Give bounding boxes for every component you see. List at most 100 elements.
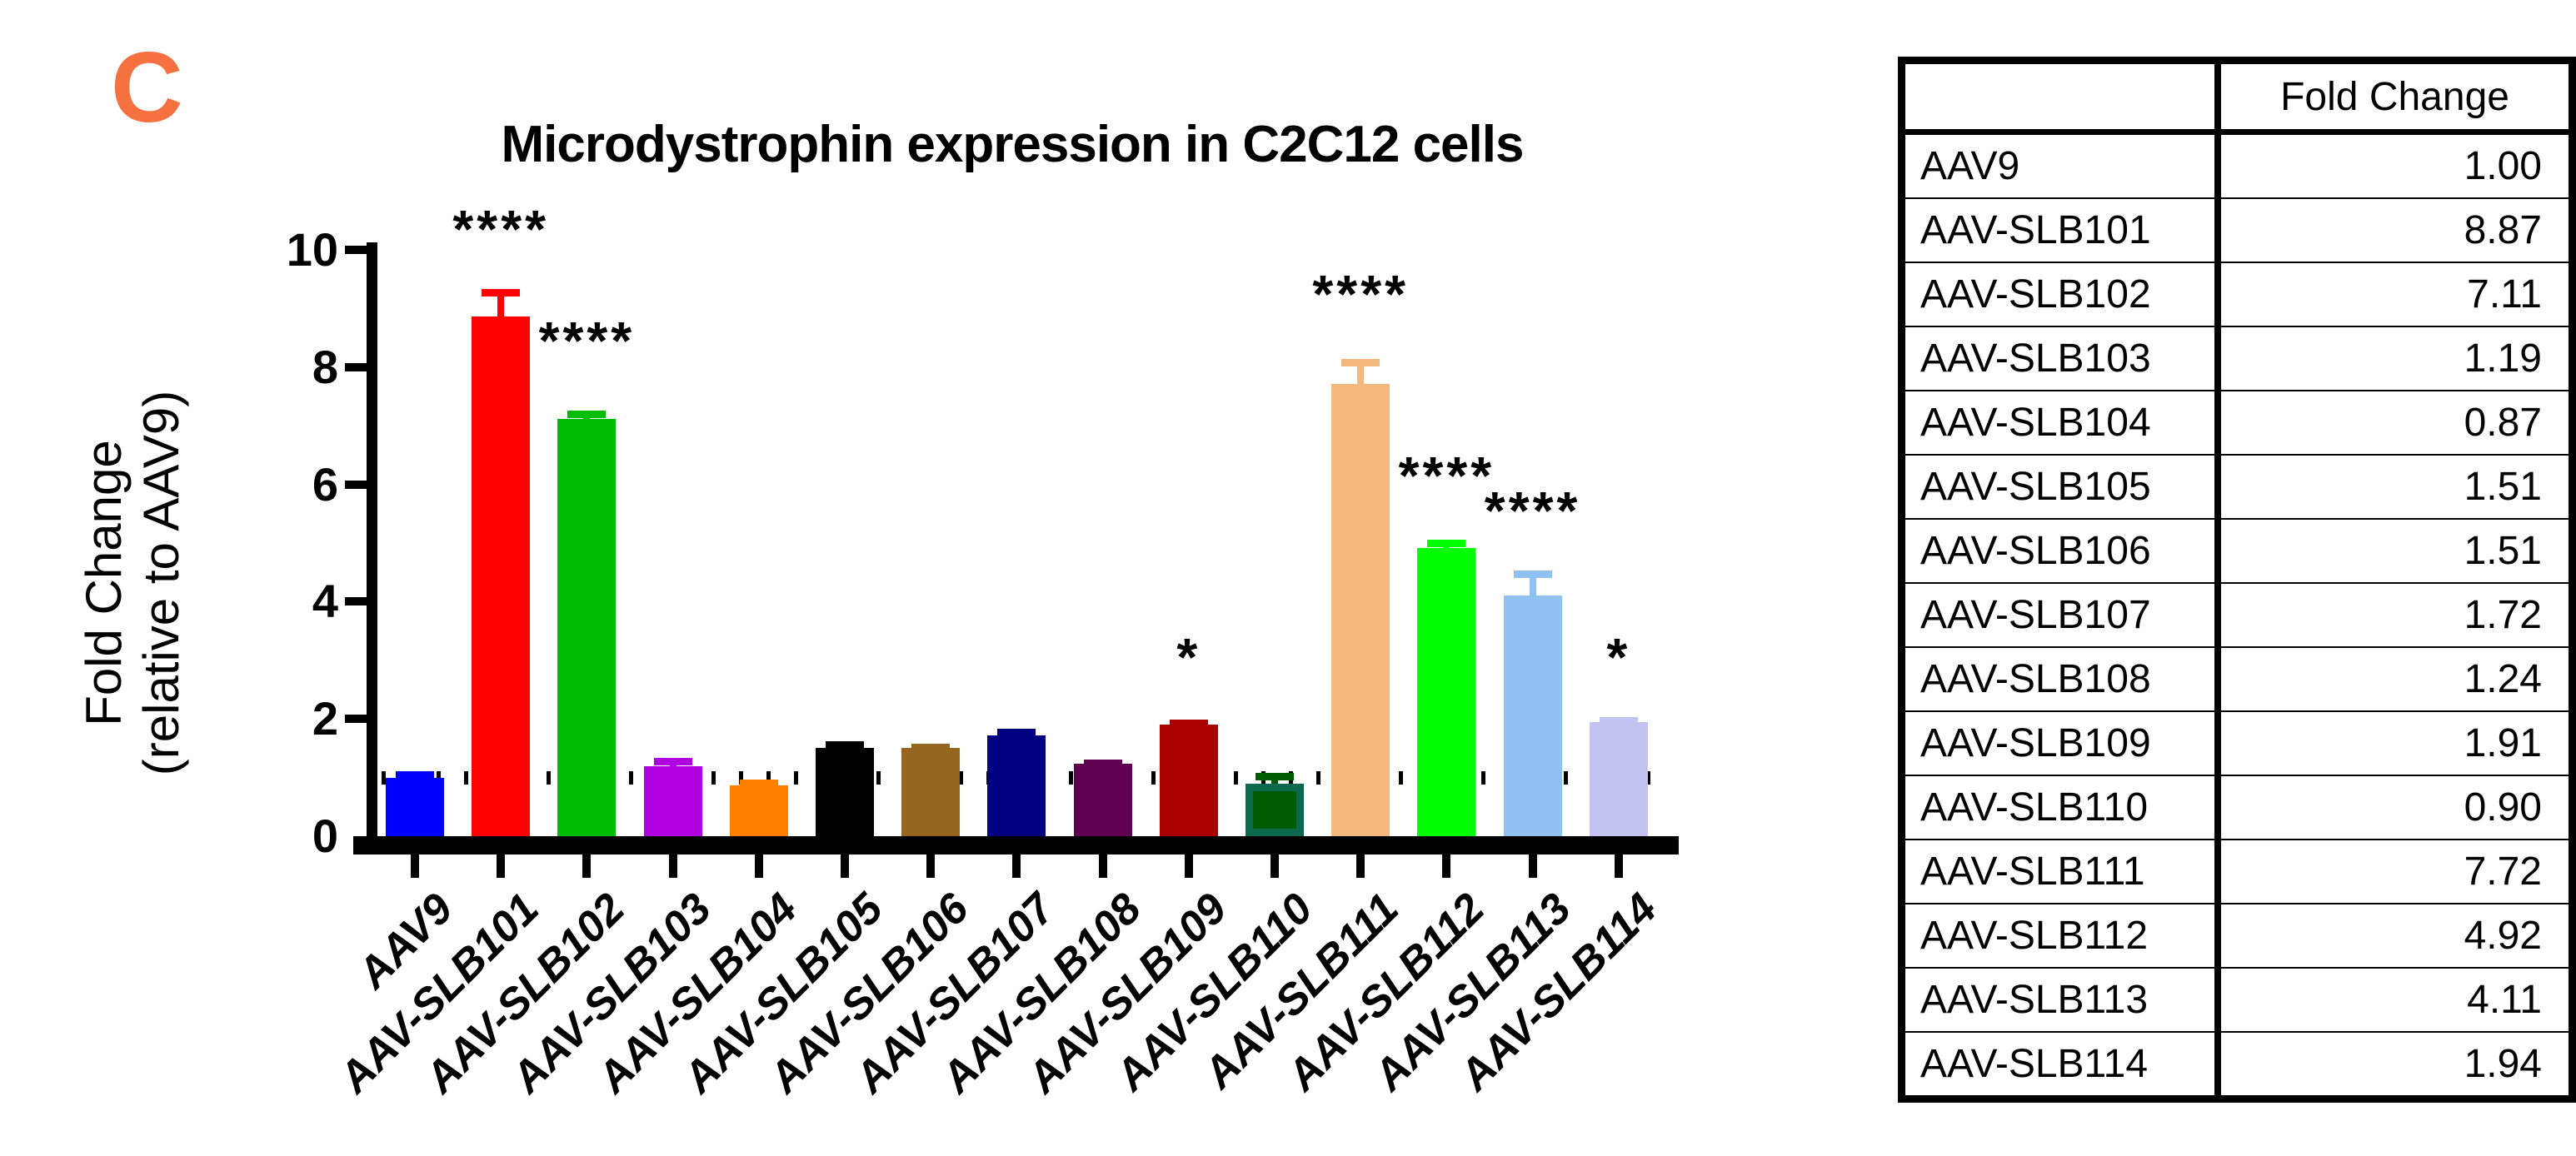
reference-line-dash (1564, 770, 1568, 785)
y-tick-2 (345, 715, 367, 724)
fold-change-table-header: Fold Change (1901, 60, 2573, 135)
reference-line-dash (1481, 770, 1485, 785)
x-tick-AAV-SLB101 (497, 855, 506, 878)
table-row-AAV-SLB106: AAV-SLB106 1.51 (1901, 518, 2573, 583)
error-bar-cap-AAV9 (396, 770, 434, 779)
reference-line-dash (711, 770, 716, 785)
table-cell-name: AAV-SLB104 (1901, 390, 2219, 455)
bar-AAV-SLB108 (1073, 764, 1132, 836)
table-cell-name: AAV-SLB114 (1901, 1031, 2219, 1099)
reference-line-dash (1646, 770, 1650, 785)
error-bar-cap-AAV-SLB105 (826, 741, 864, 750)
x-tick-AAV-SLB107 (1012, 855, 1021, 878)
x-tick-AAV-SLB104 (754, 855, 763, 878)
error-bar-stem-AAV-SLB101 (497, 289, 505, 316)
table-header-empty-cell (1901, 60, 2219, 135)
table-cell-name: AAV-SLB112 (1901, 903, 2219, 968)
x-tick-AAV-SLB103 (668, 855, 677, 878)
y-tick-label-0: 0 (312, 810, 338, 862)
table-header-fold-change: Fold Change (2214, 60, 2573, 135)
reference-line-dash (1151, 770, 1156, 785)
reference-line-dash (959, 770, 963, 785)
bar-AAV-SLB101 (472, 316, 531, 836)
table-cell-fold-change: 7.11 (2214, 262, 2573, 326)
error-bar-cap-AAV-SLB111 (1341, 359, 1380, 367)
table-row-AAV-SLB102: AAV-SLB102 7.11 (1901, 262, 2573, 326)
table-cell-name: AAV-SLB108 (1901, 646, 2219, 711)
y-tick-label-10: 10 (286, 223, 338, 276)
table-cell-fold-change: 0.90 (2214, 775, 2573, 840)
x-tick-AAV-SLB111 (1356, 855, 1365, 878)
table-cell-name: AAV-SLB110 (1901, 775, 2219, 840)
table-cell-name: AAV-SLB103 (1901, 326, 2219, 391)
table-row-AAV-SLB105: AAV-SLB105 1.51 (1901, 454, 2573, 519)
bar-AAV-SLB111 (1331, 384, 1390, 836)
y-tick-8 (345, 362, 367, 371)
x-tick-AAV-SLB110 (1271, 855, 1279, 878)
table-cell-fold-change: 0.87 (2214, 390, 2573, 455)
chart-title: Microdystrophin expression in C2C12 cell… (501, 116, 1525, 173)
significance-AAV-SLB102: **** (538, 310, 636, 371)
table-row-AAV-SLB101: AAV-SLB101 8.87 (1901, 197, 2573, 262)
y-tick-label-6: 6 (312, 457, 338, 511)
reference-line-dash (382, 770, 386, 785)
error-bar-cap-AAV-SLB107 (997, 728, 1036, 736)
table-row-AAV9: AAV9 1.00 (1902, 132, 2573, 198)
error-bar-cap-AAV-SLB109 (1169, 719, 1208, 727)
reference-line-dash (794, 770, 798, 785)
table-row-AAV-SLB107: AAV-SLB107 1.72 (1901, 582, 2573, 647)
bar-AAV-SLB114 (1589, 722, 1648, 836)
x-tick-AAV9 (411, 855, 419, 878)
reference-line-dash (1316, 770, 1320, 785)
x-tick-AAV-SLB112 (1442, 855, 1451, 878)
y-tick-label-8: 8 (312, 340, 338, 393)
table-cell-name: AAV-SLB106 (1901, 518, 2219, 583)
table-cell-name: AAV-SLB101 (1901, 197, 2219, 262)
panel-letter: C (111, 32, 183, 143)
significance-AAV-SLB112: **** (1398, 445, 1495, 506)
reference-line-dash (547, 770, 551, 785)
bar-AAV-SLB105 (816, 748, 874, 836)
bar-AAV-SLB112 (1417, 548, 1476, 836)
y-axis-title: Fold Change (relative to AAV9) (75, 250, 200, 916)
reference-line-dash (629, 770, 633, 785)
significance-AAV-SLB101: **** (452, 199, 549, 260)
error-bar-cap-AAV-SLB113 (1513, 571, 1552, 579)
bar-AAV-SLB104 (729, 785, 788, 836)
reference-line-dash (464, 770, 468, 785)
table-cell-fold-change: 1.24 (2214, 646, 2573, 711)
error-bar-cap-AAV-SLB114 (1599, 716, 1638, 725)
table-cell-fold-change: 4.92 (2214, 903, 2573, 968)
y-axis-line (367, 242, 377, 855)
table-cell-name: AAV-SLB107 (1901, 582, 2219, 647)
reference-line-dash (1234, 770, 1238, 785)
bar-AAV-SLB109 (1159, 725, 1218, 836)
x-tick-AAV-SLB113 (1528, 855, 1537, 878)
x-tick-AAV-SLB106 (926, 855, 936, 878)
y-axis-title-line2: (relative to AAV9) (133, 390, 189, 776)
table-row-AAV-SLB111: AAV-SLB111 7.72 (1901, 839, 2573, 904)
table-row-AAV-SLB104: AAV-SLB104 0.87 (1901, 390, 2573, 455)
error-bar-stem-AAV-SLB113 (1529, 571, 1536, 596)
table-cell-name: AAV-SLB113 (1901, 967, 2219, 1032)
table-row-AAV-SLB110: AAV-SLB110 0.90 (1901, 775, 2573, 840)
x-axis-line (353, 836, 1679, 855)
significance-AAV-SLB114: * (1606, 627, 1631, 688)
y-tick-6 (345, 480, 367, 489)
error-bar-cap-AAV-SLB108 (1083, 760, 1122, 768)
error-bar-cap-AAV-SLB104 (739, 780, 778, 788)
reference-line-dash (739, 770, 743, 785)
bar-AAV-SLB102 (557, 419, 617, 836)
y-tick-label-4: 4 (312, 575, 338, 628)
bar-AAV-SLB113 (1503, 595, 1562, 836)
error-bar-cap-AAV-SLB110 (1256, 772, 1294, 780)
table-row-AAV-SLB113: AAV-SLB113 4.11 (1901, 967, 2573, 1032)
table-cell-fold-change: 1.00 (2214, 132, 2573, 198)
table-row-AAV-SLB103: AAV-SLB103 1.19 (1901, 326, 2573, 391)
x-tick-AAV-SLB102 (582, 855, 592, 878)
table-cell-fold-change: 4.11 (2214, 967, 2573, 1032)
x-tick-AAV-SLB114 (1614, 855, 1623, 878)
table-cell-fold-change: 1.91 (2214, 710, 2573, 775)
table-cell-fold-change: 1.72 (2214, 582, 2573, 647)
